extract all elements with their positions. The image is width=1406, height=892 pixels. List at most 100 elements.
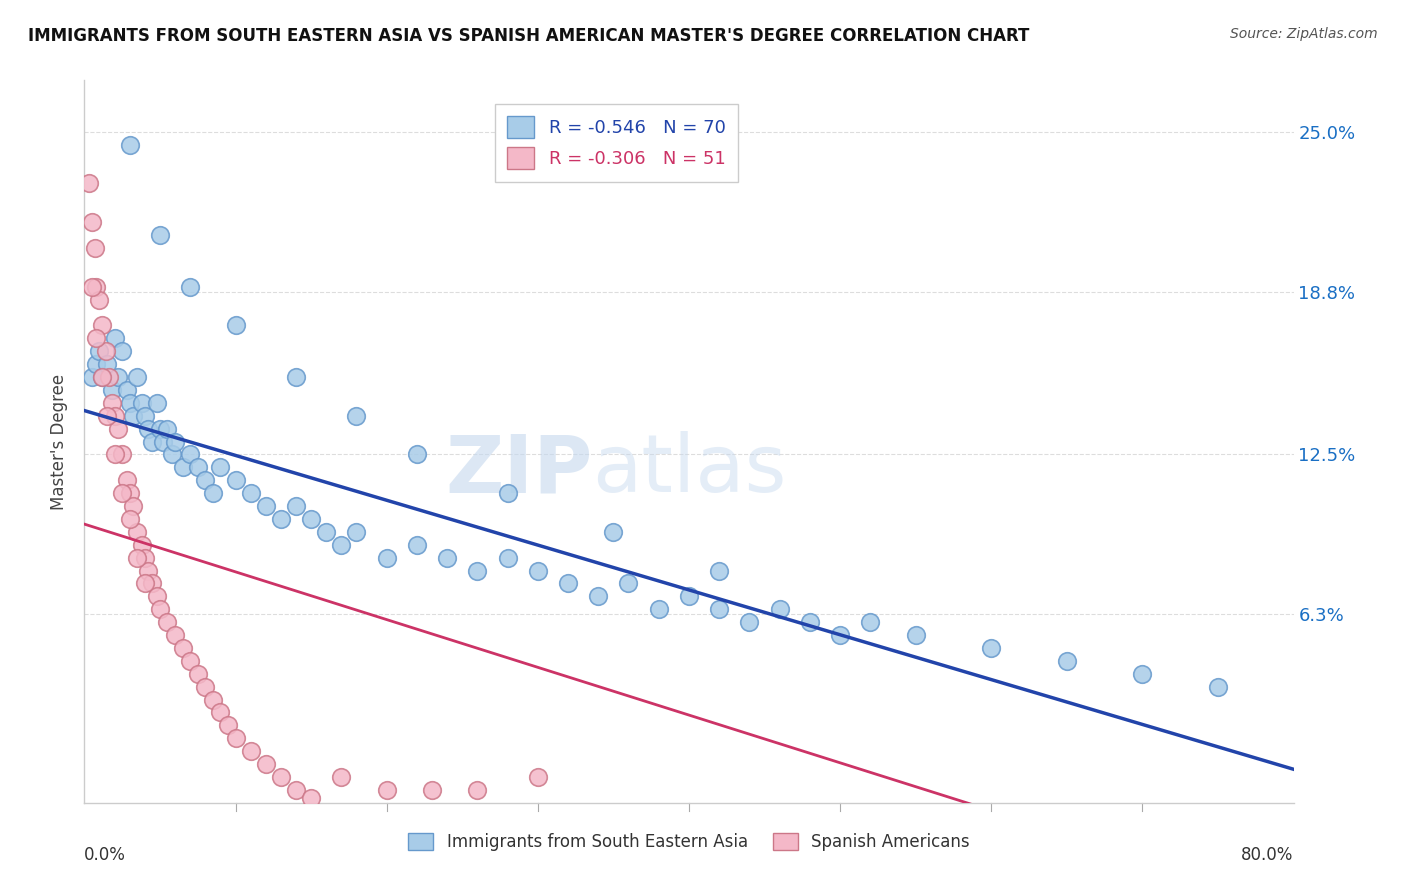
Point [80,279,103,293]
Point [100,396,122,410]
Point [91,370,114,384]
Point [115,473,138,487]
Point [121,499,143,513]
Point [496,550,519,565]
Y-axis label: Master's Degree: Master's Degree [51,374,69,509]
Point [406,447,429,461]
Point [217,718,239,732]
Point [904,628,927,642]
Point [527,770,550,784]
Point [709,564,731,578]
Point [160,447,183,461]
Point [156,422,179,436]
Point [859,615,882,630]
Point [346,409,368,423]
Point [118,486,141,500]
Point [141,576,163,591]
Point [209,460,232,475]
Point [127,550,149,565]
Point [115,383,138,397]
Point [172,460,194,475]
Point [420,783,443,797]
Point [136,422,159,436]
Point [602,524,624,539]
Point [270,770,292,784]
Point [225,473,247,487]
Point [678,590,700,604]
Point [527,564,550,578]
Text: 0.0%: 0.0% [84,847,127,864]
Point [299,790,322,805]
Point [84,241,107,255]
Point [165,628,187,642]
Point [179,654,201,668]
Point [96,357,118,371]
Point [980,640,1002,655]
Point [149,602,172,616]
Point [225,731,247,746]
Point [467,783,489,797]
Point [285,783,308,797]
Point [141,434,163,449]
Point [375,550,398,565]
Point [799,615,821,630]
Point [111,344,134,359]
Point [136,564,159,578]
Point [131,396,153,410]
Point [107,370,129,384]
Point [179,447,201,461]
Point [617,576,640,591]
Point [299,512,322,526]
Point [127,524,149,539]
Point [100,383,122,397]
Point [254,757,277,772]
Point [118,396,141,410]
Point [86,331,108,345]
Text: IMMIGRANTS FROM SOUTH EASTERN ASIA VS SPANISH AMERICAN MASTER'S DEGREE CORRELATI: IMMIGRANTS FROM SOUTH EASTERN ASIA VS SP… [28,27,1029,45]
Point [104,409,127,423]
Point [254,499,277,513]
Point [134,550,156,565]
Point [111,486,134,500]
Point [127,370,149,384]
Point [91,370,114,384]
Point [146,396,169,410]
Point [467,564,489,578]
Point [89,344,111,359]
Point [131,538,153,552]
Point [830,628,852,642]
Text: ZIP: ZIP [444,432,592,509]
Point [86,279,108,293]
Point [588,590,610,604]
Point [118,512,141,526]
Text: 80.0%: 80.0% [1241,847,1294,864]
Text: atlas: atlas [592,432,786,509]
Point [239,744,262,758]
Point [187,666,209,681]
Point [330,538,353,552]
Point [1056,654,1078,668]
Point [94,344,117,359]
Point [149,228,172,243]
Point [97,370,120,384]
Point [315,524,337,539]
Point [330,770,353,784]
Point [146,590,169,604]
Point [187,460,209,475]
Point [149,422,172,436]
Point [121,409,143,423]
Text: Source: ZipAtlas.com: Source: ZipAtlas.com [1230,27,1378,41]
Point [89,293,111,307]
Point [152,434,174,449]
Point [225,318,247,333]
Point [165,434,187,449]
Point [1130,666,1153,681]
Point [118,137,141,152]
Legend: Immigrants from South Eastern Asia, Spanish Americans: Immigrants from South Eastern Asia, Span… [399,825,979,860]
Point [179,279,201,293]
Point [436,550,458,565]
Point [107,422,129,436]
Point [134,576,156,591]
Point [86,357,108,371]
Point [769,602,792,616]
